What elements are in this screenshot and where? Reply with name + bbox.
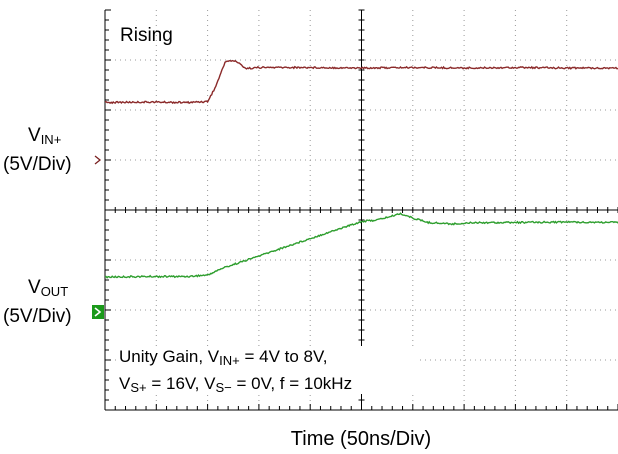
chart-title: Rising	[120, 25, 173, 46]
vin-label-main: V	[28, 125, 41, 146]
vout-label-sub: OUT	[41, 284, 69, 299]
vout-scale-label: (5V/Div)	[3, 306, 72, 327]
annotation-backdrop	[117, 346, 417, 394]
annotation-line-2-b: = 16V, V	[147, 374, 217, 393]
x-axis-label: Time (50ns/Div)	[291, 428, 431, 450]
annotation-line-2-a: V	[119, 374, 131, 393]
annotation-line-1-b: = 4V to 8V,	[240, 347, 328, 366]
vin-channel-marker	[94, 155, 102, 165]
vout-channel-marker	[92, 305, 104, 319]
axis-ticks	[104, 9, 618, 411]
vin-trace	[104, 59, 618, 105]
annotation-line-1-sub: IN+	[219, 353, 240, 368]
vout-label: VOUT	[28, 277, 68, 299]
annotation-line-1-a: Unity Gain, V	[119, 347, 220, 366]
annotation-line-2-sub1: S+	[130, 380, 146, 395]
vin-scale-label: (5V/Div)	[3, 154, 72, 175]
vout-marker-arrow-icon	[94, 307, 102, 317]
annotation-line-1: Unity Gain, VIN+ = 4V to 8V,	[119, 347, 328, 368]
vout-trace	[104, 212, 618, 279]
vin-label-sub: IN+	[41, 132, 62, 147]
annotation-line-2-sub2: S−	[215, 380, 231, 395]
vout-label-main: V	[28, 277, 41, 298]
vin-label: VIN+	[28, 125, 61, 147]
annotation-line-2: VS+ = 16V, VS− = 0V, f = 10kHz	[119, 374, 352, 395]
annotation-line-2-c: = 0V, f = 10kHz	[232, 374, 352, 393]
